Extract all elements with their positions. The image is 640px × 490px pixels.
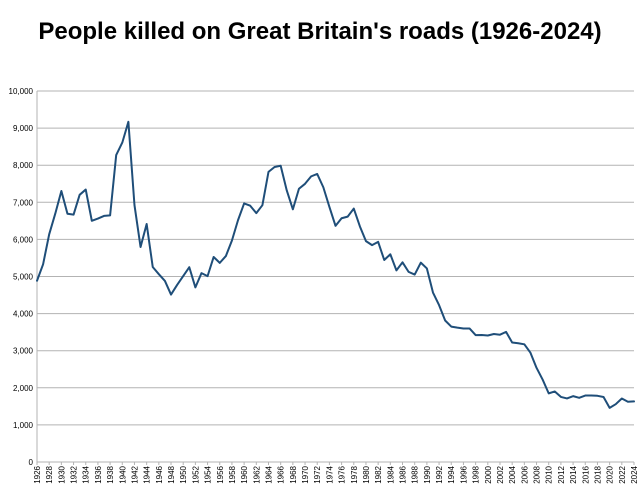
x-tick-label: 2024 <box>630 465 639 483</box>
x-tick-label: 1990 <box>423 465 432 483</box>
x-tick-label: 1976 <box>338 465 347 483</box>
series-line <box>36 120 635 409</box>
x-tick-label: 1986 <box>399 465 408 483</box>
x-tick-label: 1974 <box>325 465 334 483</box>
y-tick-label: 10,000 <box>9 87 34 96</box>
x-tick-label: 1932 <box>70 465 79 483</box>
x-tick-label: 2014 <box>569 465 578 483</box>
x-tick-label: 1958 <box>228 465 237 483</box>
x-tick-label: 1968 <box>289 465 298 483</box>
x-tick-label: 1972 <box>313 465 322 483</box>
y-tick-label: 8,000 <box>13 161 34 170</box>
x-tick-label: 1954 <box>204 465 213 483</box>
y-tick-label: 2,000 <box>13 384 34 393</box>
x-tick-label: 2020 <box>606 465 615 483</box>
x-tick-label: 1988 <box>411 465 420 483</box>
chart-title: People killed on Great Britain's roads (… <box>38 18 602 45</box>
x-tick-label: 2008 <box>533 465 542 483</box>
x-tick-label: 1998 <box>472 465 481 483</box>
x-tick-label: 2006 <box>520 465 529 483</box>
x-tick-label: 1994 <box>447 465 456 483</box>
x-tick-label: 2016 <box>581 465 590 483</box>
x-tick-label: 2018 <box>593 465 602 483</box>
x-tick-label: 1984 <box>386 465 395 483</box>
x-tick-label: 1934 <box>82 465 91 483</box>
x-tick-label: 1950 <box>179 465 188 483</box>
y-tick-label: 7,000 <box>13 198 34 207</box>
x-tick-label: 1992 <box>435 465 444 483</box>
x-tick-label: 2022 <box>618 465 627 483</box>
x-tick-label: 2004 <box>508 465 517 483</box>
y-tick-label: 5,000 <box>13 273 34 282</box>
y-tick-label: 3,000 <box>13 347 34 356</box>
x-tick-label: 1982 <box>374 465 383 483</box>
x-tick-label: 1946 <box>155 465 164 483</box>
x-tick-label: 2002 <box>496 465 505 483</box>
x-tick-label: 1940 <box>118 465 127 483</box>
x-tick-label: 1962 <box>252 465 261 483</box>
x-tick-label: 1938 <box>106 465 115 483</box>
x-tick-label: 1948 <box>167 465 176 483</box>
y-tick-label: 1,000 <box>13 421 34 430</box>
y-tick-label: 6,000 <box>13 235 34 244</box>
x-tick-label: 1930 <box>57 465 66 483</box>
x-tick-label: 1980 <box>362 465 371 483</box>
x-tick-label: 1978 <box>350 465 359 483</box>
x-tick-label: 1952 <box>191 465 200 483</box>
x-tick-label: 1996 <box>459 465 468 483</box>
x-tick-label: 1936 <box>94 465 103 483</box>
x-tick-label: 1928 <box>45 465 54 483</box>
x-tick-label: 1966 <box>277 465 286 483</box>
x-tick-label: 1970 <box>301 465 310 483</box>
x-tick-label: 2000 <box>484 465 493 483</box>
x-tick-label: 1964 <box>264 465 273 483</box>
x-tick-label: 2012 <box>557 465 566 483</box>
y-tick-label: 0 <box>29 458 34 467</box>
x-tick-label: 1926 <box>33 465 42 483</box>
x-tick-label: 1956 <box>216 465 225 483</box>
x-tick-label: 1960 <box>240 465 249 483</box>
y-tick-label: 4,000 <box>13 310 34 319</box>
x-tick-label: 2010 <box>545 465 554 483</box>
x-tick-label: 1944 <box>143 465 152 483</box>
x-tick-label: 1942 <box>130 465 139 483</box>
y-tick-label: 9,000 <box>13 124 34 133</box>
